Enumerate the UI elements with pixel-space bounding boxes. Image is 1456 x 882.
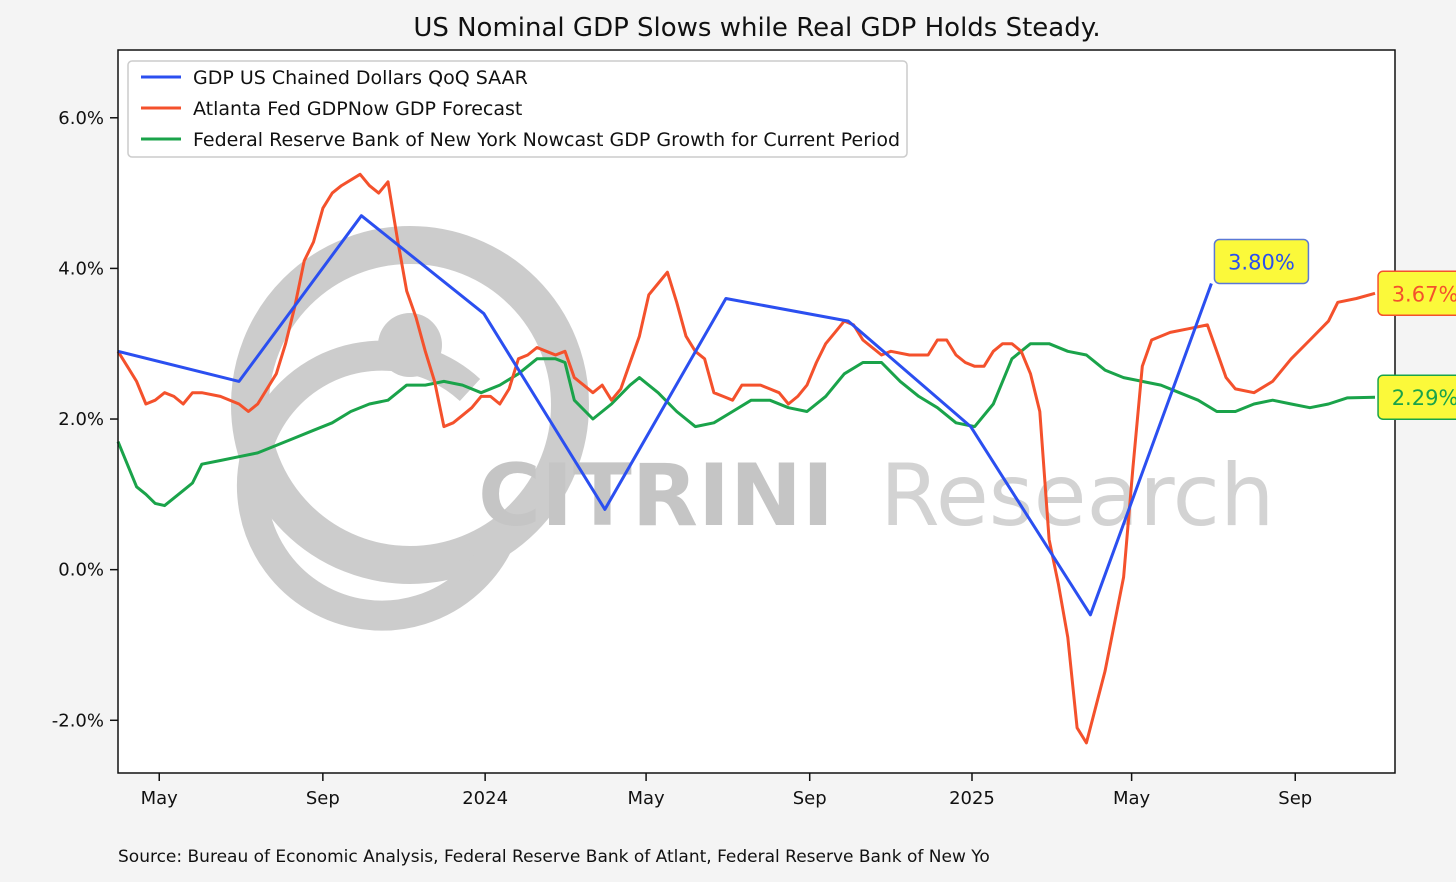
source-note: Source: Bureau of Economic Analysis, Fed…	[118, 847, 990, 867]
watermark-body-icon	[236, 340, 514, 631]
end-labels: 3.80% 3.67% 2.29%	[1213, 238, 1456, 420]
legend: GDP US Chained Dollars QoQ SAAR Atlanta F…	[127, 60, 908, 158]
x-tick-label: May	[1113, 788, 1151, 809]
x-tick-label: Sep	[306, 788, 340, 809]
y-tick-label: 0.0%	[58, 560, 104, 581]
legend-box	[127, 60, 908, 158]
y-tick-label: 4.0%	[58, 258, 104, 279]
x-tick-label: 2025	[949, 788, 995, 809]
y-tick-label: 2.0%	[58, 409, 104, 430]
end-label-box	[1213, 238, 1310, 285]
y-tick-label: 6.0%	[58, 108, 104, 129]
chart-title: US Nominal GDP Slows while Real GDP Hold…	[413, 13, 1100, 43]
series-lines	[116, 172, 1376, 745]
x-tick-label: 2024	[462, 788, 508, 809]
legend-label: Atlanta Fed GDPNow GDP Forecast	[193, 98, 522, 120]
end-label-value: 3.67%	[1392, 282, 1456, 306]
series-line-1	[117, 214, 1213, 617]
end-label-box	[1377, 270, 1456, 317]
series-line-3	[116, 342, 1376, 508]
end-label-value: 3.80%	[1228, 250, 1295, 274]
y-tick-label: -2.0%	[52, 710, 104, 731]
x-tick-label: May	[141, 788, 179, 809]
axes: -2.0% 0.0% 2.0% 4.0% 6.0% May Sep 2024 May Sep 202…	[52, 108, 1312, 809]
legend-label: GDP US Chained Dollars QoQ SAAR	[193, 67, 528, 89]
watermark-brand: CITRINI	[478, 446, 834, 546]
x-tick-label: Sep	[1278, 788, 1312, 809]
x-tick-label: Sep	[793, 788, 827, 809]
watermark-sub: Research	[880, 446, 1274, 546]
plot-area	[118, 50, 1395, 773]
watermark: CITRINI Research	[231, 226, 1274, 631]
x-tick-label: May	[627, 788, 665, 809]
watermark-ring-icon	[231, 226, 589, 584]
end-label-box	[1377, 374, 1456, 420]
legend-label: Federal Reserve Bank of New York Nowcast…	[193, 129, 900, 151]
end-label-value: 2.29%	[1392, 386, 1456, 410]
